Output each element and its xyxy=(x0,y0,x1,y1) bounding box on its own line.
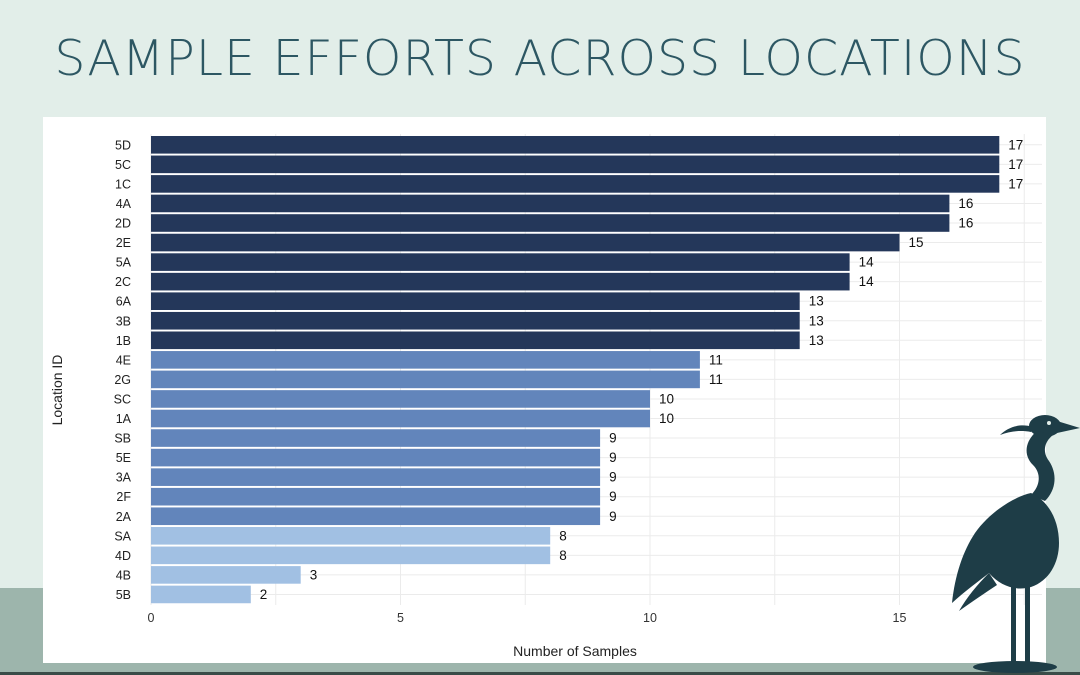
y-tick-label: 5A xyxy=(116,256,132,270)
data-label: 13 xyxy=(809,333,824,348)
y-tick-label: 3A xyxy=(116,471,132,485)
data-label: 13 xyxy=(809,294,824,309)
y-tick-label: 2D xyxy=(115,217,131,231)
bar-5E xyxy=(151,448,601,467)
y-tick-label: 1C xyxy=(115,177,131,191)
data-label: 9 xyxy=(609,450,617,465)
bar-4D xyxy=(151,546,551,565)
data-label: 3 xyxy=(310,567,318,582)
data-label: 15 xyxy=(909,235,924,250)
bar-1A xyxy=(151,409,650,428)
data-label: 9 xyxy=(609,509,617,524)
data-label: 11 xyxy=(709,352,723,367)
y-tick-label: 5D xyxy=(115,138,131,152)
y-tick-label: 5B xyxy=(116,588,131,602)
data-label: 10 xyxy=(659,391,674,406)
bar-5C xyxy=(151,155,1000,174)
data-label: 10 xyxy=(659,411,674,426)
x-axis-title: Number of Samples xyxy=(513,643,637,659)
bar-4E xyxy=(151,351,700,369)
bar-2G xyxy=(151,370,700,389)
bar-layer xyxy=(151,136,1000,604)
bar-4B xyxy=(151,566,301,584)
bar-6A xyxy=(151,292,800,310)
bar-3A xyxy=(151,468,601,486)
y-tick-label: 2A xyxy=(116,510,132,524)
bottom-line xyxy=(0,672,1080,675)
page-title: SAMPLE EFFORTS ACROSS LOCATIONS xyxy=(54,30,1026,87)
y-tick-label: 2E xyxy=(116,236,131,250)
bar-2D xyxy=(151,214,950,232)
x-tick-label: 5 xyxy=(397,611,404,625)
bar-5A xyxy=(151,253,850,271)
data-label: 9 xyxy=(609,489,617,504)
bar-chart: 5D 17 5C 17 1C 17 4A 16 2D 16 2E 15 5A 14 2C 14 6A 13 3B 13… xyxy=(49,134,1042,659)
bar-SB xyxy=(151,429,601,447)
data-label: 13 xyxy=(809,313,824,328)
data-label: 11 xyxy=(709,372,723,387)
data-label: 16 xyxy=(958,196,973,211)
y-tick-label: 6A xyxy=(116,295,132,309)
bar-1B xyxy=(151,331,800,350)
y-tick-label: 1B xyxy=(116,334,131,348)
x-tick-label: 15 xyxy=(893,611,907,625)
y-tick-label: SA xyxy=(114,529,131,543)
data-label: 17 xyxy=(1008,176,1023,191)
bar-3B xyxy=(151,311,800,330)
y-tick-label: 1A xyxy=(116,412,132,426)
data-label: 9 xyxy=(609,470,617,485)
y-tick-label: SB xyxy=(114,432,131,446)
data-label: 9 xyxy=(609,431,617,446)
bar-5D xyxy=(151,136,1000,154)
label-layer: 5D 17 5C 17 1C 17 4A 16 2D 16 2E 15 5A 14 2C 14 6A 13 3B 13… xyxy=(114,137,1024,625)
y-axis-title: Location ID xyxy=(49,355,65,426)
y-tick-label: 4E xyxy=(116,353,131,367)
y-tick-label: 5C xyxy=(115,158,131,172)
y-tick-label: 2G xyxy=(114,373,131,387)
y-tick-label: SC xyxy=(114,392,131,406)
data-label: 8 xyxy=(559,548,567,563)
bar-2E xyxy=(151,233,900,252)
bar-SC xyxy=(151,390,650,408)
bar-2A xyxy=(151,507,601,526)
y-tick-label: 4A xyxy=(116,197,132,211)
y-tick-label: 5E xyxy=(116,451,131,465)
data-label: 17 xyxy=(1008,137,1023,152)
x-tick-label: 0 xyxy=(148,611,155,625)
data-label: 14 xyxy=(859,255,875,270)
data-label: 14 xyxy=(859,274,875,289)
y-tick-label: 2F xyxy=(116,490,131,504)
y-tick-label: 4B xyxy=(116,568,131,582)
y-tick-label: 4D xyxy=(115,549,131,563)
bar-2C xyxy=(151,272,850,291)
chart-panel: 5D 17 5C 17 1C 17 4A 16 2D 16 2E 15 5A 14 2C 14 6A 13 3B 13… xyxy=(43,117,1046,663)
data-label: 17 xyxy=(1008,157,1023,172)
bar-4A xyxy=(151,194,950,213)
data-label: 8 xyxy=(559,528,567,543)
data-label: 2 xyxy=(260,587,268,602)
heron-icon xyxy=(952,415,1080,673)
y-tick-label: 2C xyxy=(115,275,131,289)
y-tick-label: 3B xyxy=(116,314,131,328)
bar-5B xyxy=(151,585,251,604)
data-label: 16 xyxy=(958,216,973,231)
bar-SA xyxy=(151,527,551,545)
bar-2F xyxy=(151,487,601,506)
bar-1C xyxy=(151,175,1000,193)
x-tick-label: 10 xyxy=(643,611,657,625)
